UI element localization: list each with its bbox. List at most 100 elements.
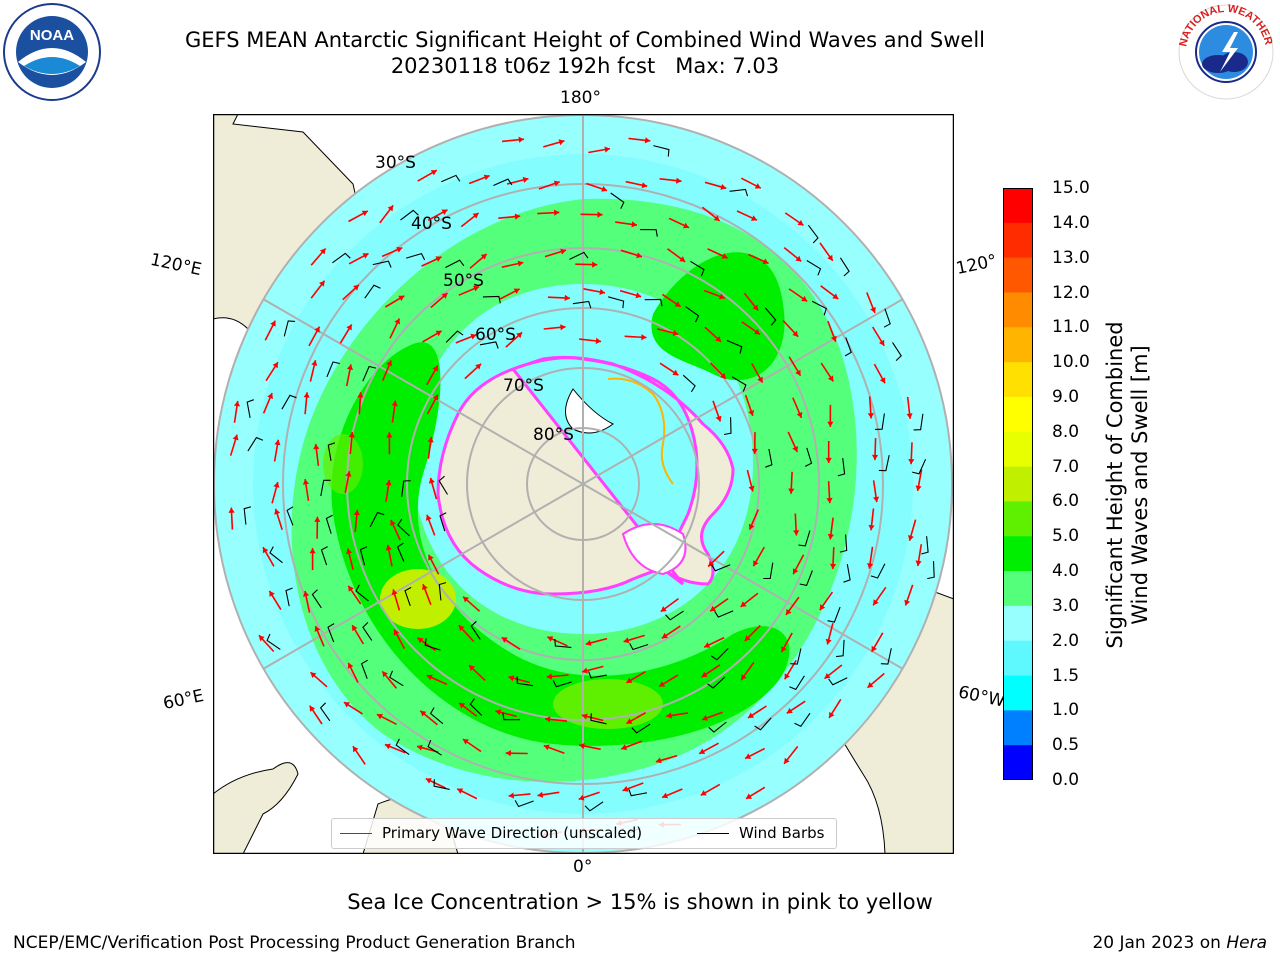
wind-barb	[326, 361, 340, 378]
wave-arrow	[661, 293, 682, 308]
colorbar-segment	[1003, 710, 1033, 746]
colorbar-segment	[1003, 222, 1033, 259]
wave-arrow	[314, 516, 321, 539]
chart-title: GEFS MEAN Antarctic Significant Height o…	[184, 28, 986, 52]
colorbar-segment	[1003, 188, 1033, 224]
wave-arrow	[825, 441, 832, 463]
wind-barb	[843, 564, 851, 583]
wave-arrow	[546, 636, 568, 647]
lat-label-30s: 30°S	[375, 153, 416, 173]
wind-barb	[469, 698, 483, 716]
wave-arrow	[709, 597, 729, 612]
wave-arrow	[357, 392, 364, 415]
wave-arrow	[538, 180, 560, 190]
wave-arrow	[908, 442, 915, 465]
wave-arrow	[782, 319, 799, 338]
wave-arrow	[658, 674, 679, 688]
wave-arrow	[456, 788, 478, 800]
wind-barb	[311, 589, 322, 609]
legend-wave-label: Primary Wave Direction (unscaled)	[382, 824, 643, 842]
wave-arrow	[386, 432, 393, 455]
wave-arrow	[505, 750, 528, 757]
wave-arrow	[867, 396, 874, 419]
wind-barb	[836, 639, 845, 658]
wave-arrow	[501, 136, 524, 143]
wave-arrow	[460, 212, 480, 228]
wind-barb	[628, 789, 647, 797]
wind-barb	[729, 188, 749, 197]
wave-arrow	[824, 664, 843, 680]
sea-ice-note: Sea Ice Concentration > 15% is shown in …	[347, 890, 933, 914]
wave-arrow	[384, 295, 405, 308]
colorbar-tick-label: 12.0	[1052, 282, 1090, 303]
wave-arrow	[458, 624, 475, 643]
wave-arrow	[303, 590, 311, 613]
colorbar	[1003, 188, 1033, 780]
wind-barb	[319, 702, 331, 722]
wave-arrow	[620, 740, 642, 751]
wave-arrow	[495, 709, 517, 718]
wave-arrow	[385, 479, 392, 502]
wave-arrow	[543, 324, 566, 331]
wind-barb	[362, 365, 377, 382]
wave-arrow	[505, 331, 523, 348]
wave-arrow	[351, 624, 365, 645]
wave-arrow	[701, 711, 723, 721]
wave-arrow	[391, 400, 398, 423]
wave-arrow	[707, 248, 728, 259]
wave-direction-arrows	[228, 136, 923, 839]
wave-arrow	[586, 182, 608, 192]
colorbar-tick-label: 7.0	[1052, 456, 1080, 477]
wind-barb	[243, 506, 252, 525]
wave-arrow	[458, 702, 478, 717]
colorbar-segment	[1003, 257, 1033, 293]
wind-barb	[653, 145, 670, 157]
wind-barb	[892, 342, 902, 362]
wave-arrow	[628, 137, 651, 144]
wave-arrow	[752, 546, 765, 567]
wind-barb	[285, 587, 293, 607]
wave-arrow	[580, 211, 603, 218]
lon-label-120w: 120°	[954, 250, 999, 280]
ross-ice-shelf	[565, 388, 614, 434]
wave-arrow	[703, 289, 726, 300]
wind-barb	[584, 801, 604, 812]
wave-arrow	[352, 745, 366, 765]
wind-barb	[839, 534, 848, 553]
colorbar-tick-label: 1.5	[1052, 665, 1080, 686]
wave-arrow	[389, 318, 401, 339]
wind-barb	[396, 542, 405, 562]
wave-arrow	[543, 139, 565, 148]
wind-barb	[927, 561, 935, 580]
wave-arrow	[825, 622, 834, 645]
wave-arrow	[785, 596, 800, 616]
wind-barb	[493, 178, 513, 187]
wave-arrow	[704, 326, 722, 343]
colorbar-tick-label: 15.0	[1052, 178, 1090, 198]
wave-arrow	[871, 632, 884, 653]
lon-label-0: 0°	[573, 857, 593, 877]
wave-arrow	[302, 478, 310, 502]
wind-barb	[588, 671, 607, 679]
wave-arrow	[347, 662, 359, 683]
footer-machine: Hera	[1226, 933, 1267, 953]
wave-arrow	[578, 791, 600, 801]
wind-barb	[690, 260, 705, 277]
wave-arrow	[704, 181, 727, 190]
wind-barb	[631, 723, 651, 734]
colorbar-tick-label: 10.0	[1052, 352, 1090, 373]
wave-arrow	[867, 546, 874, 569]
wind-barb	[827, 606, 841, 623]
wind-barb	[332, 252, 351, 264]
wind-barb	[470, 620, 481, 640]
wave-arrow	[745, 786, 766, 800]
wave-arrow	[537, 209, 560, 216]
wave-arrow	[575, 261, 598, 268]
wind-barb	[804, 447, 813, 467]
wind-barb	[445, 259, 465, 268]
colorbar-segment	[1003, 605, 1033, 642]
wind-barb	[839, 257, 850, 277]
wave-arrow	[827, 517, 834, 540]
wave-arrow	[820, 362, 834, 382]
wind-barb	[554, 638, 572, 648]
